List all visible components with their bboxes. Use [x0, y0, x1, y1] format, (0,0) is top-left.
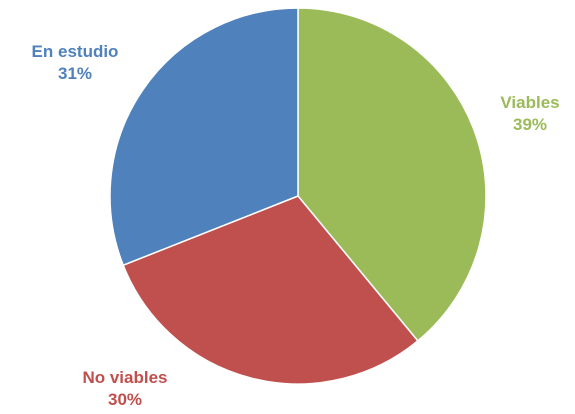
slice-label-percent: 30% — [107, 390, 143, 409]
slice-label-en-estudio: En estudio 31% — [10, 41, 140, 85]
slice-label-no-viables: No viables 30% — [60, 367, 190, 411]
slice-label-percent: 31% — [57, 64, 93, 83]
slice-label-name: No viables — [82, 368, 168, 387]
slice-label-viables: Viables 39% — [490, 92, 570, 136]
slice-label-percent: 39% — [512, 115, 548, 134]
pie-slice-no-viables — [122, 195, 419, 385]
pie-slice-viables — [297, 7, 487, 342]
slice-label-name: Viables — [500, 93, 560, 112]
slice-label-name: En estudio — [31, 42, 119, 61]
pie-slice-en-estudio — [109, 7, 299, 266]
